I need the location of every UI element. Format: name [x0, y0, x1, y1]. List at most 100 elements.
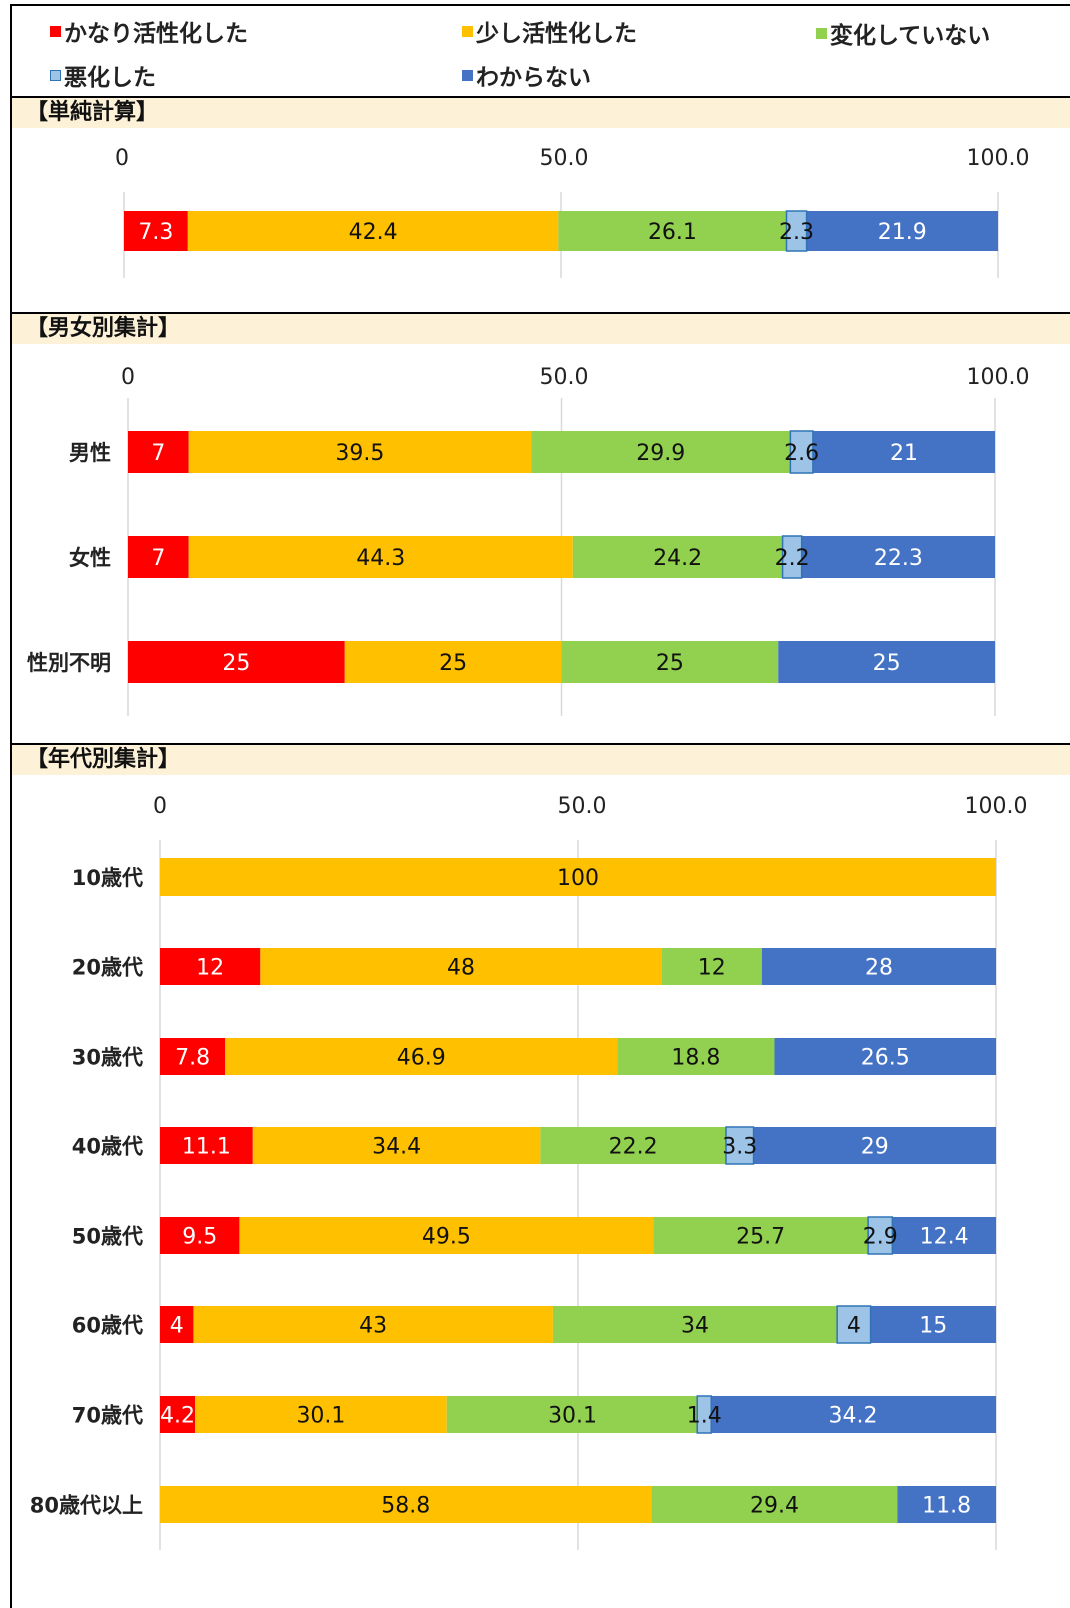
section-header-age: 【年代別集計】 [12, 745, 1070, 775]
bar-segment-wakaranai [774, 1038, 996, 1075]
chart-0: 0 50.0 100.0 7.3 42.4 26.1 2.3 21.9 [115, 146, 1029, 278]
bar-segment-henka-nashi [446, 1396, 699, 1433]
bar-segment-sukoshi [160, 858, 996, 896]
bar-segment-wakaranai [897, 1486, 996, 1523]
bar-segment-sukoshi [260, 948, 662, 985]
x-tick-label: 50.0 [540, 146, 589, 171]
legend-swatch [50, 69, 61, 81]
bar-segment-wakaranai [806, 211, 998, 251]
bar-segment-akka [696, 1395, 712, 1434]
data-label: 7 [151, 441, 165, 466]
legend-label: 変化していない [830, 23, 991, 49]
data-label: 34.4 [372, 1135, 421, 1160]
legend-label: わからない [476, 65, 591, 91]
legend-label: 悪化した [64, 65, 156, 91]
category-label: 女性 [69, 546, 111, 570]
data-label: 4 [847, 1314, 861, 1339]
data-label: 29 [861, 1135, 889, 1160]
x-tick-label: 50.0 [540, 365, 589, 390]
data-label: 25 [656, 651, 684, 676]
section-divider [10, 312, 1070, 314]
bar-segment-wakaranai [761, 948, 996, 985]
bar-segment-akka [836, 1305, 872, 1344]
bar-segment-wakaranai [753, 1127, 996, 1164]
data-label: 25 [439, 651, 467, 676]
legend-swatch [462, 69, 473, 81]
bar-segment-henka-nashi [651, 1486, 898, 1523]
chart-frame [10, 4, 1070, 1608]
x-tick-label: 100.0 [967, 365, 1030, 390]
legend-swatch [462, 25, 473, 37]
data-label: 2.6 [784, 441, 819, 466]
bar-segment-wakaranai [812, 431, 995, 473]
data-label: 12 [698, 956, 726, 981]
data-label: 25.7 [736, 1225, 785, 1250]
category-label: 性別不明 [27, 651, 111, 675]
bar-segment-akka [789, 430, 814, 474]
bar-segment-akka [785, 210, 808, 252]
x-tick-label: 100.0 [967, 146, 1030, 171]
section-header-simple: 【単純計算】 [12, 98, 1070, 128]
x-tick-label: 50.0 [558, 794, 607, 819]
data-label: 7.8 [175, 1046, 210, 1071]
data-label: 46.9 [397, 1046, 446, 1071]
bar-segment-henka-nashi [531, 431, 791, 473]
x-tick-label: 100.0 [965, 794, 1028, 819]
data-label: 100 [557, 866, 599, 891]
data-label: 48 [447, 956, 475, 981]
section-title: 【年代別集計】 [26, 747, 181, 772]
data-label: 3.3 [722, 1135, 757, 1160]
bar-segment-kanari [160, 1127, 253, 1164]
data-label: 2.9 [863, 1225, 898, 1250]
bar-segment-henka-nashi [540, 1127, 726, 1164]
data-label: 2.3 [779, 220, 814, 245]
data-label: 1.4 [687, 1404, 722, 1429]
data-label: 49.5 [422, 1225, 471, 1250]
category-label: 10歳代 [72, 866, 143, 890]
bar-segment-kanari [128, 431, 189, 473]
bar-segment-kanari [160, 1038, 226, 1075]
bar-segment-kanari [160, 1217, 240, 1254]
data-label: 12.4 [920, 1225, 969, 1250]
bar-segment-kanari [160, 1396, 196, 1433]
legend-swatch [50, 25, 61, 37]
data-label: 26.1 [648, 220, 697, 245]
section-title: 【男女別集計】 [26, 316, 181, 341]
bar-segment-wakaranai [801, 536, 995, 578]
bar-segment-henka-nashi [617, 1038, 775, 1075]
bar-segment-wakaranai [710, 1396, 996, 1433]
bar-segment-kanari [160, 948, 261, 985]
bar-segment-kanari [160, 1306, 194, 1343]
data-label: 4.2 [160, 1404, 195, 1429]
legend-swatch [816, 27, 827, 39]
category-label: 50歳代 [72, 1225, 143, 1249]
bar-segment-wakaranai [778, 641, 995, 683]
data-label: 12 [196, 956, 224, 981]
data-label: 4 [170, 1314, 184, 1339]
bar-segment-sukoshi [193, 1306, 553, 1343]
bar-segment-akka [725, 1126, 755, 1165]
data-label: 34 [681, 1314, 709, 1339]
category-label: 70歳代 [72, 1404, 143, 1428]
category-label: 20歳代 [72, 956, 143, 980]
bar-segment-henka-nashi [653, 1217, 869, 1254]
data-label: 30.1 [548, 1404, 597, 1429]
bar-segment-henka-nashi [661, 948, 762, 985]
category-label: 80歳代以上 [30, 1494, 143, 1518]
data-label: 9.5 [182, 1225, 217, 1250]
x-tick-label: 0 [153, 794, 167, 819]
legend-label: かなり活性化した [64, 21, 248, 47]
bar-segment-sukoshi [195, 1396, 447, 1433]
data-label: 30.1 [296, 1404, 345, 1429]
bar-segment-sukoshi [239, 1217, 654, 1254]
data-label: 11.1 [182, 1135, 231, 1160]
category-label: 男性 [69, 441, 111, 465]
data-label: 28 [865, 956, 893, 981]
data-label: 39.5 [335, 441, 384, 466]
bar-segment-sukoshi [160, 1486, 652, 1523]
data-label: 26.5 [861, 1046, 910, 1071]
bar-segment-wakaranai [892, 1217, 996, 1254]
data-label: 7 [151, 546, 165, 571]
legend-item-akka: 悪化した [50, 58, 156, 92]
section-header-gender: 【男女別集計】 [12, 314, 1070, 344]
